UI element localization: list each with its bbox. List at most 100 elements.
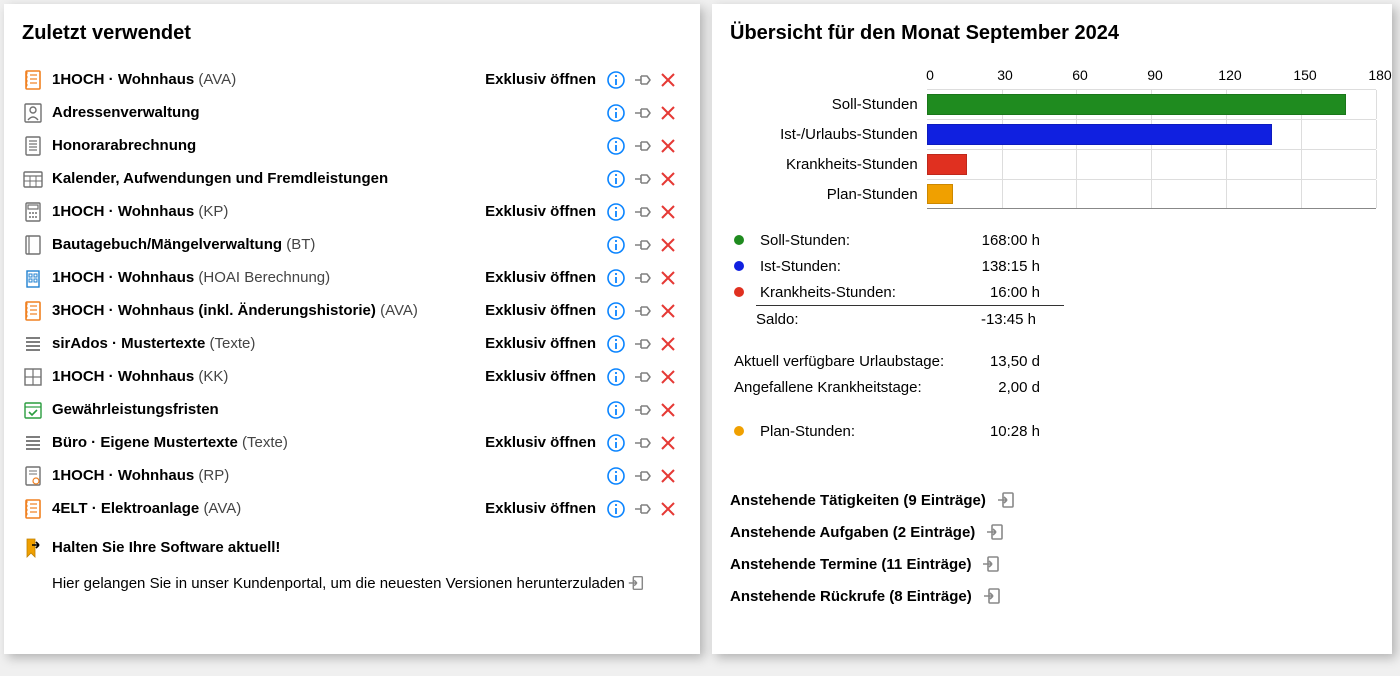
pin-icon[interactable] (632, 103, 652, 123)
close-icon[interactable] (658, 136, 678, 156)
recent-item-label: 1HOCH · Wohnhaus (AVA) (52, 71, 485, 88)
recent-item[interactable]: 1HOCH · Wohnhaus (KK) Exklusiv öffnen (22, 360, 684, 393)
legend-bullet (734, 235, 744, 245)
close-icon[interactable] (658, 70, 678, 90)
close-icon[interactable] (658, 202, 678, 222)
goto-icon[interactable] (982, 586, 1002, 606)
info-line: Angefallene Krankheitstage: 2,00 d (734, 374, 1376, 400)
recent-item[interactable]: 3HOCH · Wohnhaus (inkl. Änderungshistori… (22, 294, 684, 327)
update-row[interactable]: Halten Sie Ihre Software aktuell! (22, 531, 684, 564)
info-icon[interactable] (606, 268, 626, 288)
pin-icon[interactable] (632, 268, 652, 288)
info-icon[interactable] (606, 103, 626, 123)
recent-item[interactable]: Büro · Eigene Mustertexte (Texte) Exklus… (22, 426, 684, 459)
info-line: Aktuell verfügbare Urlaubstage: 13,50 d (734, 348, 1376, 374)
close-icon[interactable] (658, 169, 678, 189)
info-icon[interactable] (606, 169, 626, 189)
pin-icon[interactable] (632, 334, 652, 354)
recent-item[interactable]: Honorarabrechnung (22, 129, 684, 162)
portal-row[interactable]: Hier gelangen Sie in unser Kundenportal,… (22, 574, 684, 592)
chart-bar-row: Soll-Stunden (730, 89, 1376, 119)
chart-body: Soll-Stunden Ist-/Urlaubs-Stunden Krankh… (730, 89, 1376, 209)
recent-item[interactable]: Kalender, Aufwendungen und Fremdleistung… (22, 162, 684, 195)
exclusive-open[interactable]: Exklusiv öffnen (485, 269, 606, 286)
info-icon[interactable] (606, 334, 626, 354)
pin-icon[interactable] (632, 499, 652, 519)
close-icon[interactable] (658, 400, 678, 420)
recent-item[interactable]: Bautagebuch/Mängelverwaltung (BT) (22, 228, 684, 261)
goto-icon[interactable] (985, 522, 1005, 542)
info-icon[interactable] (606, 136, 626, 156)
pin-icon[interactable] (632, 301, 652, 321)
close-icon[interactable] (658, 367, 678, 387)
recent-item[interactable]: 1HOCH · Wohnhaus (AVA) Exklusiv öffnen (22, 63, 684, 96)
pin-icon[interactable] (632, 70, 652, 90)
lines-icon (22, 432, 44, 454)
recent-item-label: 1HOCH · Wohnhaus (RP) (52, 467, 606, 484)
pin-icon[interactable] (632, 202, 652, 222)
goto-icon[interactable] (981, 554, 1001, 574)
book-icon (22, 234, 44, 256)
info-icon[interactable] (606, 367, 626, 387)
info-value: 13,50 d (960, 353, 1040, 370)
pending-row[interactable]: Anstehende Tätigkeiten (9 Einträge) (730, 484, 1376, 516)
pending-text: Anstehende Termine (11 Einträge) (730, 556, 971, 573)
close-icon[interactable] (658, 268, 678, 288)
pin-icon[interactable] (632, 466, 652, 486)
chart-tick: 30 (997, 67, 1013, 83)
close-icon[interactable] (658, 301, 678, 321)
overview-title: Übersicht für den Monat September 2024 (730, 22, 1376, 45)
chart-tick: 120 (1218, 67, 1241, 83)
recent-item[interactable]: sirAdos · Mustertexte (Texte) Exklusiv ö… (22, 327, 684, 360)
exclusive-open[interactable]: Exklusiv öffnen (485, 368, 606, 385)
chart-tick: 60 (1072, 67, 1088, 83)
exclusive-open[interactable]: Exklusiv öffnen (485, 203, 606, 220)
exclusive-open[interactable]: Exklusiv öffnen (485, 500, 606, 517)
calc-icon (22, 201, 44, 223)
close-icon[interactable] (658, 433, 678, 453)
info-icon[interactable] (606, 466, 626, 486)
chart-bar (927, 154, 967, 175)
pin-icon[interactable] (632, 235, 652, 255)
chart-bar-row: Krankheits-Stunden (730, 149, 1376, 179)
chart-bar-label: Ist-/Urlaubs-Stunden (730, 126, 927, 143)
chart-tick: 180 (1368, 67, 1391, 83)
recent-item[interactable]: 1HOCH · Wohnhaus (HOAI Berechnung) Exklu… (22, 261, 684, 294)
pin-icon[interactable] (632, 367, 652, 387)
recent-item-label: Bautagebuch/Mängelverwaltung (BT) (52, 236, 606, 253)
pin-icon[interactable] (632, 433, 652, 453)
pending-text: Anstehende Aufgaben (2 Einträge) (730, 524, 975, 541)
chart-tick: 90 (1147, 67, 1163, 83)
recent-item[interactable]: 4ELT · Elektroanlage (AVA) Exklusiv öffn… (22, 492, 684, 525)
goto-icon[interactable] (996, 490, 1016, 510)
recent-item[interactable]: 1HOCH · Wohnhaus (RP) (22, 459, 684, 492)
info-icon[interactable] (606, 499, 626, 519)
pin-icon[interactable] (632, 400, 652, 420)
pending-row[interactable]: Anstehende Aufgaben (2 Einträge) (730, 516, 1376, 548)
info-icon[interactable] (606, 202, 626, 222)
legend-label: Krankheits-Stunden: (760, 284, 960, 301)
recent-item[interactable]: Adressenverwaltung (22, 96, 684, 129)
exclusive-open[interactable]: Exklusiv öffnen (485, 302, 606, 319)
close-icon[interactable] (658, 466, 678, 486)
recent-item[interactable]: Gewährleistungsfristen (22, 393, 684, 426)
info-icon[interactable] (606, 235, 626, 255)
info-icon[interactable] (606, 400, 626, 420)
exclusive-open[interactable]: Exklusiv öffnen (485, 434, 606, 451)
recent-item-label: Honorarabrechnung (52, 137, 606, 154)
pin-icon[interactable] (632, 136, 652, 156)
exclusive-open[interactable]: Exklusiv öffnen (485, 71, 606, 88)
pending-row[interactable]: Anstehende Termine (11 Einträge) (730, 548, 1376, 580)
close-icon[interactable] (658, 103, 678, 123)
recent-item[interactable]: 1HOCH · Wohnhaus (KP) Exklusiv öffnen (22, 195, 684, 228)
close-icon[interactable] (658, 235, 678, 255)
info-icon[interactable] (606, 70, 626, 90)
info-icon[interactable] (606, 433, 626, 453)
pin-icon[interactable] (632, 169, 652, 189)
info-icon[interactable] (606, 301, 626, 321)
saldo-line: Saldo: -13:45 h (730, 306, 1376, 332)
close-icon[interactable] (658, 334, 678, 354)
close-icon[interactable] (658, 499, 678, 519)
exclusive-open[interactable]: Exklusiv öffnen (485, 335, 606, 352)
pending-row[interactable]: Anstehende Rückrufe (8 Einträge) (730, 580, 1376, 612)
